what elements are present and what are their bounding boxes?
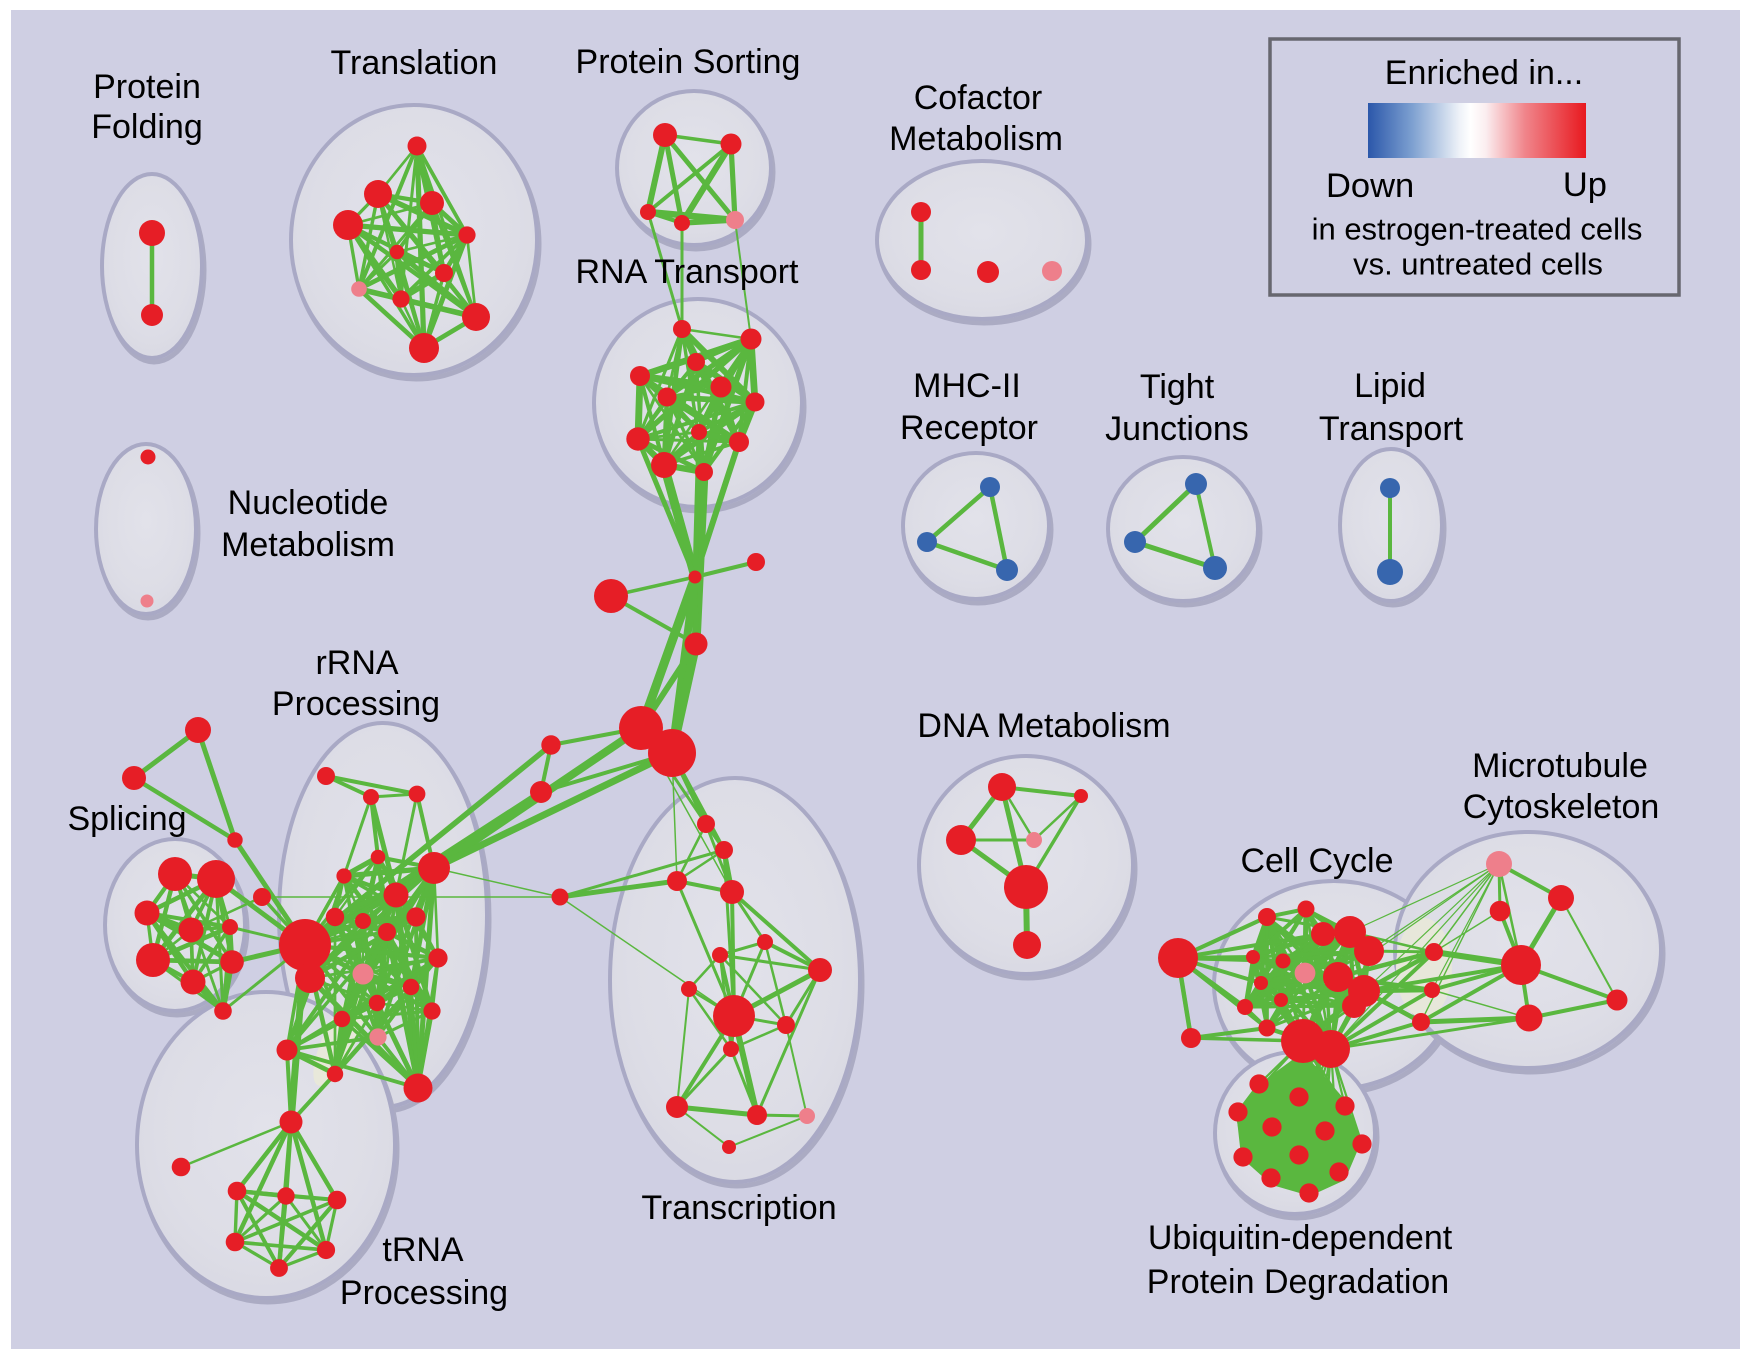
svg-text:Processing: Processing bbox=[340, 1274, 508, 1312]
svg-text:Cytoskeleton: Cytoskeleton bbox=[1463, 788, 1660, 826]
svg-text:Transport: Transport bbox=[1319, 410, 1464, 448]
svg-text:Tight: Tight bbox=[1140, 368, 1215, 406]
svg-text:Metabolism: Metabolism bbox=[221, 526, 395, 564]
svg-text:Receptor: Receptor bbox=[900, 409, 1038, 447]
svg-text:Up: Up bbox=[1563, 166, 1607, 204]
svg-text:tRNA: tRNA bbox=[382, 1231, 464, 1269]
svg-text:Lipid: Lipid bbox=[1354, 367, 1426, 405]
svg-text:Translation: Translation bbox=[331, 44, 498, 82]
svg-text:MHC-II: MHC-II bbox=[913, 367, 1021, 405]
svg-text:in estrogen-treated cells: in estrogen-treated cells bbox=[1312, 212, 1643, 247]
svg-text:Microtubule: Microtubule bbox=[1472, 747, 1648, 785]
svg-text:Ubiquitin-dependent: Ubiquitin-dependent bbox=[1148, 1219, 1453, 1257]
svg-text:Protein: Protein bbox=[93, 68, 201, 106]
svg-text:Nucleotide: Nucleotide bbox=[228, 484, 389, 522]
svg-text:Enriched in...: Enriched in... bbox=[1385, 54, 1583, 92]
svg-text:vs. untreated cells: vs. untreated cells bbox=[1353, 247, 1603, 282]
svg-text:Down: Down bbox=[1326, 167, 1414, 205]
svg-text:Transcription: Transcription bbox=[641, 1189, 836, 1227]
svg-text:Protein Sorting: Protein Sorting bbox=[576, 43, 801, 81]
svg-text:Splicing: Splicing bbox=[67, 800, 186, 838]
svg-text:Folding: Folding bbox=[91, 108, 203, 146]
svg-text:RNA Transport: RNA Transport bbox=[576, 253, 800, 291]
svg-text:Junctions: Junctions bbox=[1105, 410, 1249, 448]
svg-text:Cell Cycle: Cell Cycle bbox=[1240, 842, 1393, 880]
svg-text:DNA Metabolism: DNA Metabolism bbox=[917, 707, 1170, 745]
svg-text:Processing: Processing bbox=[272, 685, 440, 723]
svg-text:rRNA: rRNA bbox=[315, 644, 398, 682]
svg-text:Cofactor: Cofactor bbox=[914, 79, 1043, 117]
svg-text:Protein Degradation: Protein Degradation bbox=[1147, 1263, 1449, 1301]
svg-text:Metabolism: Metabolism bbox=[889, 120, 1063, 158]
